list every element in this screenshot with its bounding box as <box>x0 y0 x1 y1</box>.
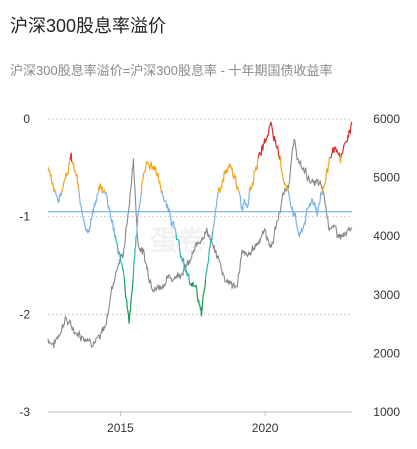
right-tick-label: 3000 <box>373 288 400 302</box>
premium-series <box>47 120 353 324</box>
right-tick-label: 5000 <box>373 171 400 185</box>
premium-segment-teal <box>114 235 125 279</box>
premium-segment-teal <box>132 235 137 280</box>
index-line <box>47 138 353 348</box>
premium-segment-blue <box>211 191 219 233</box>
page-title: 沪深300股息率溢价 <box>10 16 167 36</box>
premium-segment-blue <box>287 190 324 239</box>
premium-segment-orange <box>321 157 330 193</box>
left-tick-label: -2 <box>19 307 30 321</box>
premium-segment-orange <box>248 157 259 191</box>
x-tick-label: 2015 <box>107 421 134 435</box>
left-tick-label: 0 <box>23 112 30 126</box>
right-tick-label: 4000 <box>373 229 400 243</box>
premium-segment-orange <box>102 187 106 194</box>
grid-lines <box>48 118 352 315</box>
premium-segment-red <box>329 146 341 159</box>
left-tick-label: -3 <box>19 405 30 419</box>
premium-segment-orange <box>47 166 57 192</box>
right-tick-label: 1000 <box>373 405 400 419</box>
premium-segment-blue <box>54 191 63 204</box>
x-axis-ticks: 2015 2020 <box>107 412 279 435</box>
x-tick-label: 2020 <box>252 421 279 435</box>
premium-segment-orange <box>217 162 240 193</box>
premium-segment-orange <box>61 159 71 193</box>
premium-segment-teal <box>175 233 190 282</box>
premium-segment-orange <box>339 156 342 164</box>
premium-segment-blue <box>78 190 99 234</box>
premium-segment-orange <box>97 183 103 194</box>
right-axis-ticks: 6000 5000 4000 3000 2000 1000 <box>373 112 400 419</box>
premium-segment-orange <box>140 160 163 194</box>
premium-segment-red <box>257 121 281 161</box>
premium-segment-orange <box>71 161 80 191</box>
premium-segment-green <box>123 278 134 324</box>
page-subtitle: 沪深300股息率溢价=沪深300股息率 - 十年期国债收益率 <box>10 63 333 78</box>
premium-segment-red <box>340 120 353 158</box>
index-series <box>47 138 353 348</box>
premium-segment-blue <box>135 193 142 237</box>
premium-segment-green <box>188 279 207 317</box>
premium-segment-teal <box>204 232 213 280</box>
premium-segment-red <box>69 152 73 162</box>
premium-segment-blue <box>104 191 116 239</box>
premium-segment-blue <box>161 190 177 234</box>
premium-segment-blue <box>238 189 251 212</box>
premium-segment-orange <box>279 155 289 192</box>
left-tick-label: -1 <box>19 210 30 224</box>
right-tick-label: 2000 <box>373 346 400 360</box>
right-tick-label: 6000 <box>373 112 400 126</box>
left-axis-ticks: 0 -1 -2 -3 <box>19 112 30 419</box>
